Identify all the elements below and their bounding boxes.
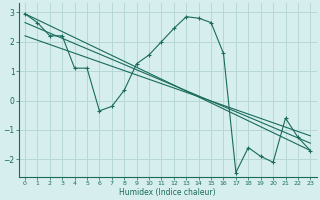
X-axis label: Humidex (Indice chaleur): Humidex (Indice chaleur): [119, 188, 216, 197]
